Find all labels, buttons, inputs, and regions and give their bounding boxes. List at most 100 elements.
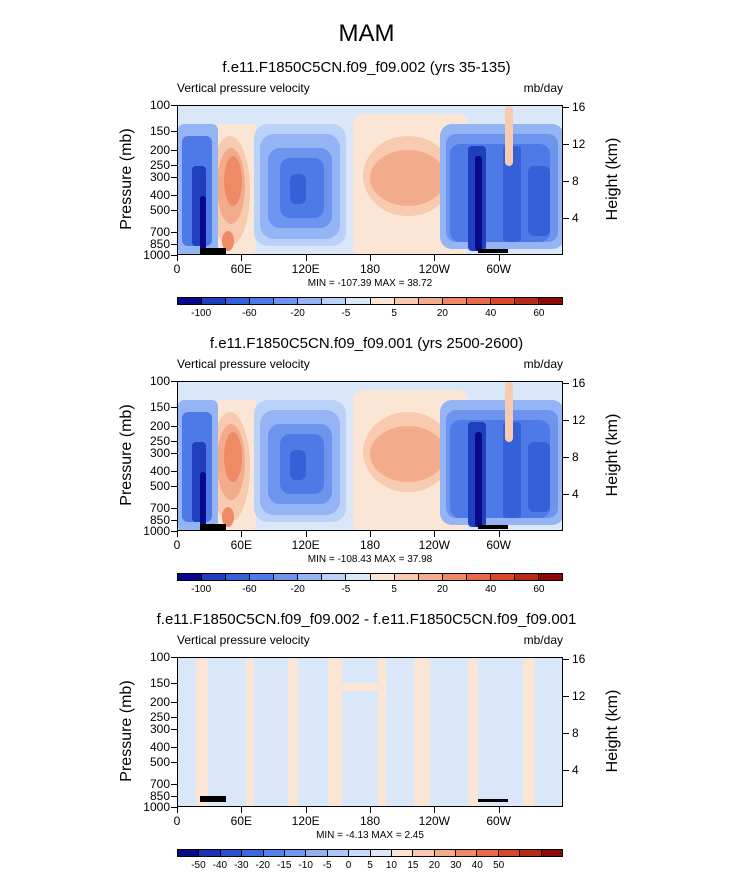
pressure-tick-label: 100 — [149, 374, 170, 388]
pressure-tick — [171, 747, 177, 749]
colorbar-swatch — [466, 574, 491, 580]
longitude-tick — [177, 807, 178, 813]
colorbar-label: 15 — [407, 860, 419, 871]
height-tick-label: 8 — [572, 725, 579, 740]
contour-field — [178, 658, 562, 806]
pressure-tick-label: 200 — [149, 695, 170, 710]
pressure-tick-label: 400 — [149, 464, 170, 479]
pressure-tick-label: 1000 — [143, 800, 170, 814]
contour-positive — [224, 156, 242, 206]
pressure-tick — [171, 520, 177, 522]
longitude-tick-label: 60W — [486, 538, 511, 552]
colorbar-swatch — [391, 850, 414, 856]
longitude-tick-label: 0 — [173, 538, 181, 552]
colorbar-swatch — [434, 850, 457, 856]
height-tick — [563, 695, 569, 697]
pressure-tick — [171, 150, 177, 152]
colorbar-swatch — [202, 298, 227, 304]
contour-band — [414, 658, 430, 806]
contour-negative — [475, 432, 482, 527]
longitude-tick-label: 60W — [486, 814, 511, 828]
contour-negative — [475, 156, 482, 251]
colorbar-label: 5 — [367, 860, 373, 871]
colorbar-swatch — [490, 298, 515, 304]
topography — [478, 249, 508, 253]
min-max-stats: MIN = -108.43 MAX = 37.98 — [307, 554, 433, 565]
colorbar-swatch — [250, 298, 275, 304]
longitude-tick-label: 120W — [418, 538, 450, 552]
contour-background — [178, 658, 562, 806]
colorbar-label: 60 — [533, 584, 545, 595]
height-tick-label: 8 — [572, 173, 579, 188]
longitude-tick — [177, 531, 178, 537]
height-tick-label: 16 — [572, 375, 586, 390]
colorbar-label: 10 — [385, 860, 397, 871]
longitude-tick — [498, 255, 500, 261]
colorbar-swatch — [322, 298, 347, 304]
contour-band — [196, 658, 208, 806]
colorbar-label: -20 — [255, 860, 270, 871]
contour-band — [378, 658, 386, 806]
height-tick — [563, 106, 569, 108]
colorbar-swatch — [178, 298, 203, 304]
pressure-tick-label: 1000 — [143, 524, 170, 538]
colorbar-swatch — [490, 574, 515, 580]
contour-negative — [503, 146, 521, 242]
height-tick — [563, 419, 569, 421]
pressure-tick — [171, 657, 177, 658]
pressure-tick-label: 150 — [149, 400, 170, 415]
longitude-tick — [241, 807, 243, 813]
panel-title: f.e11.F1850C5CN.f09_f09.002 - f.e11.F185… — [156, 611, 577, 628]
longitude-tick — [498, 531, 500, 537]
longitude-tick — [305, 255, 307, 261]
contour-band — [246, 658, 254, 806]
page-title: MAM — [338, 20, 395, 47]
contour-field — [178, 106, 562, 254]
colorbar-label: 40 — [485, 308, 497, 319]
pressure-tick-label: 150 — [149, 676, 170, 691]
pressure-tick-label: 250 — [149, 709, 170, 724]
longitude-tick-label: 60E — [230, 814, 252, 828]
y2-axis-title: Height (km) — [604, 137, 621, 221]
colorbar-label: -20 — [290, 308, 305, 319]
colorbar-label: 20 — [436, 584, 448, 595]
colorbar-swatch — [394, 298, 419, 304]
colorbar-label: -10 — [298, 860, 313, 871]
colorbar-label: -30 — [234, 860, 249, 871]
colorbar-label: 0 — [345, 860, 352, 871]
pressure-tick — [171, 231, 177, 233]
colorbar-swatch — [418, 574, 443, 580]
pressure-tick — [171, 176, 177, 178]
longitude-tick-label: 0 — [173, 262, 181, 276]
pressure-tick — [171, 164, 177, 166]
colorbar-swatch — [456, 850, 478, 856]
colorbar-swatch — [514, 574, 539, 580]
colorbar — [177, 849, 563, 857]
colorbar-swatch — [442, 298, 467, 304]
contour-field — [178, 382, 562, 530]
height-tick — [563, 217, 569, 219]
plot-area — [177, 381, 563, 531]
pressure-tick-label: 1000 — [143, 248, 170, 262]
longitude-tick-label: 120W — [418, 262, 450, 276]
longitude-tick-label: 120E — [291, 814, 320, 828]
contour-positive — [505, 106, 513, 166]
longitude-tick — [370, 531, 371, 537]
pressure-tick-label: 400 — [149, 188, 170, 203]
longitude-tick — [434, 531, 436, 537]
longitude-tick — [241, 531, 243, 537]
colorbar-swatch — [498, 850, 521, 856]
colorbar-swatch — [298, 298, 323, 304]
pressure-tick-label: 100 — [149, 98, 170, 112]
height-tick-label: 12 — [572, 136, 586, 151]
pressure-tick-label: 700 — [149, 776, 170, 791]
plot-area — [177, 105, 563, 255]
pressure-tick-label: 100 — [149, 650, 170, 664]
colorbar-label: -100 — [191, 308, 212, 319]
panel-title: f.e11.F1850C5CN.f09_f09.002 (yrs 35-135) — [222, 59, 511, 76]
colorbar-swatch — [541, 850, 563, 856]
topography — [200, 248, 226, 254]
pressure-tick — [171, 471, 177, 473]
colorbar-swatch — [346, 574, 371, 580]
pressure-tick — [171, 195, 177, 197]
